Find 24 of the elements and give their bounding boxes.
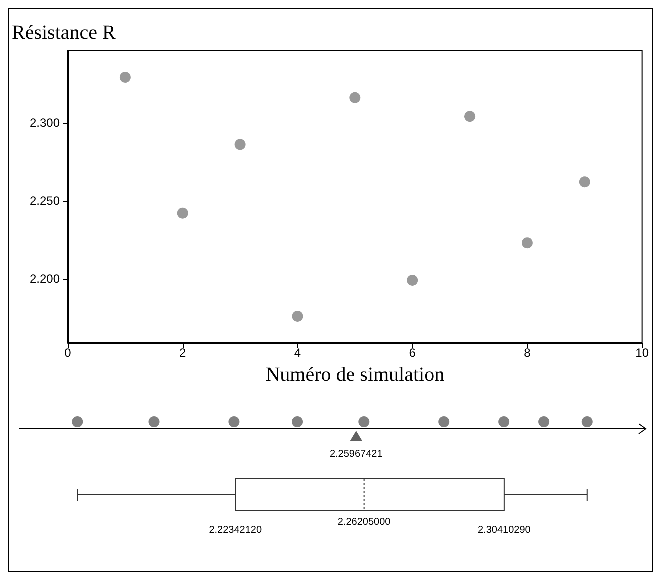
x-tick-label: 0 [64,346,72,360]
y-tick-label: 2.300 [30,116,60,130]
point [177,208,188,219]
x-tick-label: 10 [636,346,650,360]
point [407,275,418,286]
y-tick-label: 2.250 [30,194,60,208]
point [464,111,476,122]
x-axis-title: Numéro de simulation [266,364,445,386]
point [292,310,304,322]
x-tick-label: 6 [409,346,416,360]
text: 2.25967421 [330,449,384,460]
point [120,72,131,84]
point [579,176,590,188]
x-tick-label: 8 [524,346,532,360]
x-tick-label: 4 [294,346,302,360]
x-tick-label: 2 [180,346,187,360]
text: 2.26205000 [338,517,392,528]
point [234,139,246,150]
text: 2.30410290 [478,525,532,536]
point [522,238,533,249]
y-tick-label: 2.200 [30,272,60,286]
text: 2.22342120 [209,525,262,536]
y-axis-title: Résistance R [12,22,117,44]
point [350,92,361,104]
